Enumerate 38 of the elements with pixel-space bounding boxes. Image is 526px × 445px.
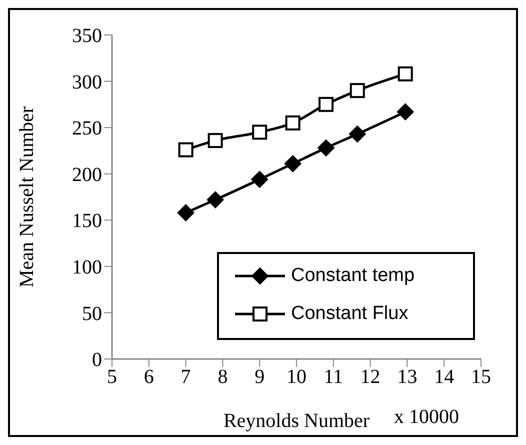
x-tick-label: 15 — [471, 366, 491, 388]
y-tick-label: 250 — [72, 118, 102, 140]
text: x 10000 — [394, 406, 459, 429]
x-tick-label: 6 — [144, 366, 154, 388]
x-tick-label: 12 — [360, 366, 380, 388]
point — [348, 126, 366, 143]
point — [208, 133, 223, 148]
point — [206, 191, 224, 208]
x-tick-label: 8 — [218, 366, 228, 388]
y-tick-label: 100 — [72, 256, 102, 279]
point — [251, 170, 268, 188]
x-tick-label: 10 — [286, 366, 306, 388]
x-tick-label: 5 — [107, 366, 117, 388]
x-tick-label: 9 — [254, 366, 265, 388]
point — [396, 103, 414, 120]
legend-label: Constant Flux — [291, 303, 408, 325]
y-tick-label: 150 — [72, 210, 102, 232]
y-tick-label: 0 — [92, 349, 102, 372]
point — [350, 83, 365, 98]
y-tick-label: 50 — [82, 302, 102, 325]
point — [285, 115, 300, 130]
y-tick-label: 350 — [72, 25, 102, 48]
x-tick-label: 11 — [324, 366, 344, 388]
x-tick-label: 14 — [434, 366, 454, 388]
y-tick-label: 300 — [72, 71, 102, 94]
y-axis-title: Mean Nusselt Number — [16, 106, 38, 288]
point — [318, 96, 334, 112]
point — [177, 204, 194, 222]
x-tick-label: 7 — [180, 366, 191, 388]
point — [178, 142, 194, 158]
point — [284, 155, 302, 172]
point — [252, 124, 268, 140]
x-axis-title: Reynolds Number — [223, 410, 370, 432]
x-tick-label: 13 — [397, 366, 418, 388]
legend-label: Constant temp — [291, 265, 415, 287]
y-tick-label: 200 — [72, 164, 102, 186]
point — [318, 139, 335, 156]
point — [398, 66, 413, 82]
